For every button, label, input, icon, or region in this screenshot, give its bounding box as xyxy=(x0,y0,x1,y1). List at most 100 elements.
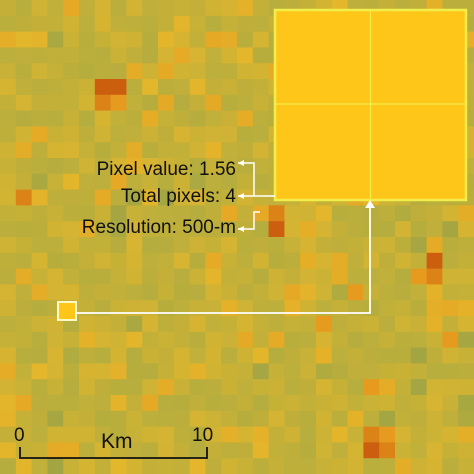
raster-pixel xyxy=(15,237,33,254)
raster-pixel xyxy=(0,142,17,159)
raster-pixel xyxy=(237,316,254,333)
raster-pixel xyxy=(237,284,254,301)
raster-pixel xyxy=(205,284,222,301)
raster-pixel xyxy=(110,252,127,270)
raster-pixel xyxy=(79,284,96,301)
raster-pixel xyxy=(189,458,206,474)
raster-pixel xyxy=(221,252,238,270)
raster-pixel xyxy=(31,284,48,301)
raster-pixel xyxy=(347,363,364,380)
raster-pixel xyxy=(94,284,112,301)
raster-pixel xyxy=(426,300,443,317)
raster-pixel xyxy=(442,363,459,380)
raster-pixel xyxy=(47,173,64,191)
raster-pixel xyxy=(252,252,270,270)
raster-pixel xyxy=(347,395,364,412)
raster-pixel xyxy=(142,126,159,143)
raster-pixel xyxy=(142,110,159,127)
resolution-connector xyxy=(238,211,260,230)
raster-pixel xyxy=(189,268,206,285)
raster-pixel xyxy=(284,395,301,412)
raster-pixel xyxy=(379,426,396,443)
raster-pixel xyxy=(189,15,206,33)
raster-pixel xyxy=(205,363,222,380)
raster-pixel xyxy=(410,237,428,254)
raster-pixel xyxy=(158,395,175,412)
raster-pixel xyxy=(94,47,112,64)
raster-pixel xyxy=(63,205,80,222)
raster-pixel xyxy=(379,442,396,459)
raster-pixel xyxy=(63,189,80,206)
raster-pixel xyxy=(79,252,96,270)
raster-pixel xyxy=(458,316,474,333)
raster-pixel xyxy=(79,426,96,443)
raster-pixel xyxy=(252,63,270,80)
raster-pixel xyxy=(47,379,64,396)
raster-pixel xyxy=(79,142,96,159)
raster-pixel xyxy=(94,395,112,412)
raster-pixel xyxy=(363,205,380,222)
raster-pixel xyxy=(205,379,222,396)
raster-pixel xyxy=(31,126,48,143)
raster-pixel xyxy=(442,442,459,459)
raster-pixel xyxy=(395,316,412,333)
raster-pixel xyxy=(252,237,270,254)
raster-pixel xyxy=(110,379,127,396)
raster-pixel xyxy=(237,331,254,349)
raster-pixel xyxy=(173,110,191,127)
raster-pixel xyxy=(205,316,222,333)
raster-pixel xyxy=(442,300,459,317)
raster-pixel xyxy=(173,142,191,159)
raster-pixel xyxy=(47,331,64,349)
raster-pixel xyxy=(126,268,143,285)
raster-pixel xyxy=(158,15,175,33)
raster-pixel xyxy=(126,110,143,127)
raster-pixel xyxy=(221,31,238,48)
raster-pixel xyxy=(126,205,143,222)
raster-pixel xyxy=(79,410,96,428)
raster-pixel xyxy=(237,31,254,48)
raster-pixel xyxy=(316,410,333,428)
raster-pixel xyxy=(205,79,222,96)
raster-pixel xyxy=(284,221,301,238)
raster-pixel xyxy=(205,173,222,191)
raster-pixel xyxy=(410,300,428,317)
raster-pixel xyxy=(79,31,96,48)
raster-pixel xyxy=(63,268,80,285)
raster-pixel xyxy=(94,268,112,285)
raster-pixel xyxy=(189,173,206,191)
raster-pixel xyxy=(426,331,443,349)
raster-pixel xyxy=(79,379,96,396)
raster-pixel xyxy=(237,410,254,428)
raster-pixel xyxy=(142,189,159,206)
raster-pixel xyxy=(189,410,206,428)
raster-pixel xyxy=(173,442,191,459)
raster-pixel xyxy=(31,173,48,191)
raster-pixel xyxy=(142,363,159,380)
raster-pixel xyxy=(142,94,159,112)
raster-pixel xyxy=(158,221,175,238)
raster-pixel xyxy=(63,426,80,443)
raster-pixel xyxy=(47,110,64,127)
raster-pixel xyxy=(79,47,96,64)
raster-pixel xyxy=(47,458,64,474)
raster-pixel xyxy=(221,395,238,412)
raster-pixel xyxy=(221,426,238,443)
raster-pixel xyxy=(173,205,191,222)
raster-pixel xyxy=(31,142,48,159)
raster-pixel xyxy=(221,363,238,380)
raster-pixel xyxy=(31,426,48,443)
raster-pixel xyxy=(0,300,17,317)
raster-pixel xyxy=(379,205,396,222)
raster-pixel xyxy=(347,237,364,254)
raster-pixel xyxy=(363,347,380,364)
raster-pixel xyxy=(110,347,127,364)
raster-pixel xyxy=(158,0,175,17)
raster-pixel xyxy=(458,300,474,317)
raster-pixel xyxy=(158,79,175,96)
raster-pixel xyxy=(47,189,64,206)
raster-pixel xyxy=(79,331,96,349)
raster-pixel xyxy=(0,331,17,349)
raster-pixel xyxy=(252,158,270,175)
